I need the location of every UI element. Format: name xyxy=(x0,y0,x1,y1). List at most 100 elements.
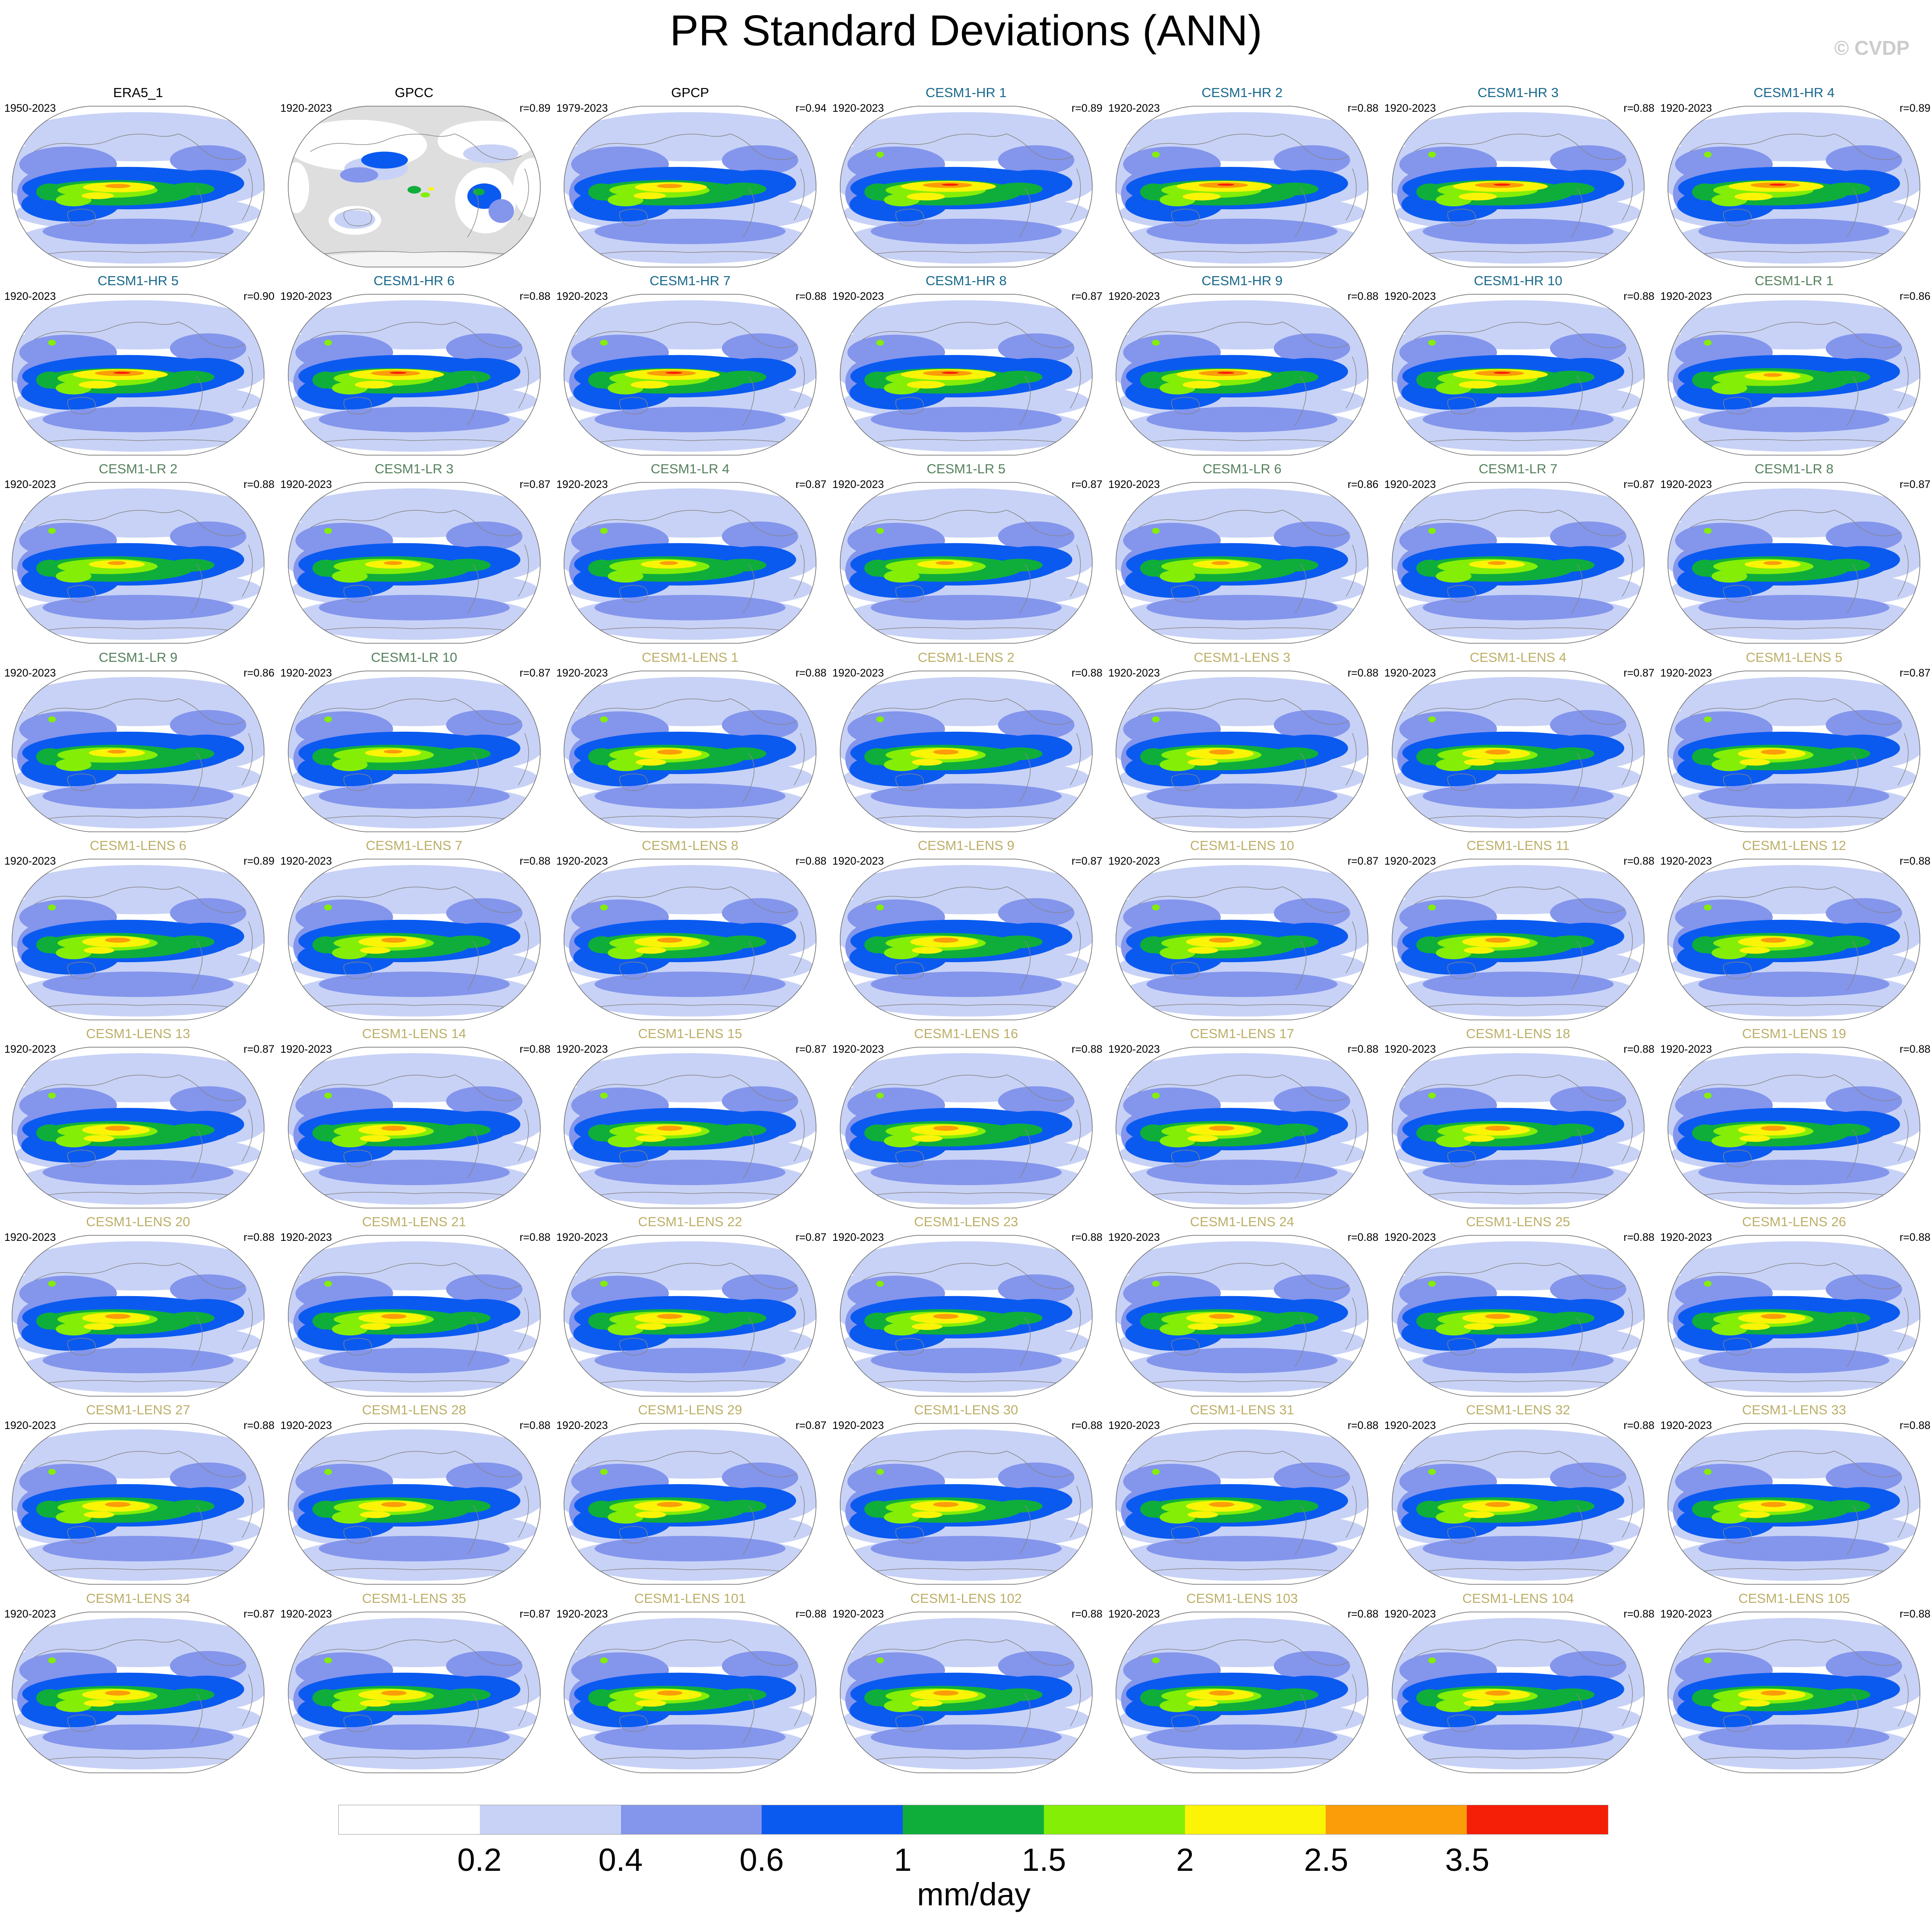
map-panel: CESM1-LR 4 1920-2023 r=0.87 xyxy=(555,461,826,649)
panel-title: CESM1-LENS 102 xyxy=(910,1590,1022,1606)
panel-r-value: r=0.88 xyxy=(795,855,827,867)
panel-title: CESM1-LENS 31 xyxy=(1190,1402,1294,1418)
panel-period: 1920-2023 xyxy=(4,290,56,303)
panel-r-value: r=0.88 xyxy=(1623,1231,1655,1244)
map-panel: CESM1-LENS 21 1920-2023 r=0.88 xyxy=(280,1214,551,1402)
panel-title: CESM1-LENS 24 xyxy=(1190,1214,1294,1230)
panel-r-value: r=0.88 xyxy=(243,1420,274,1432)
panel-title: CESM1-LENS 4 xyxy=(1469,649,1566,665)
world-map xyxy=(287,1423,541,1585)
map-panel: CESM1-LENS 22 1920-2023 r=0.87 xyxy=(555,1214,826,1402)
panel-period: 1920-2023 xyxy=(1384,855,1436,867)
world-map xyxy=(1116,670,1369,832)
panel-title: CESM1-HR 10 xyxy=(1474,273,1563,289)
panel-title: CESM1-LENS 23 xyxy=(914,1214,1018,1230)
panel-period: 1920-2023 xyxy=(1108,667,1160,679)
panel-r-value: r=0.87 xyxy=(795,1420,827,1432)
panel-period: 1920-2023 xyxy=(280,1608,332,1620)
panel-title: CESM1-LENS 101 xyxy=(634,1590,746,1606)
panel-title: CESM1-LENS 32 xyxy=(1466,1402,1570,1418)
panel-title: CESM1-LENS 7 xyxy=(366,837,463,853)
page-title: PR Standard Deviations (ANN) xyxy=(670,6,1262,55)
panel-period: 1920-2023 xyxy=(556,1043,608,1055)
colorbar-tick-label: 0.4 xyxy=(598,1842,643,1878)
panel-r-value: r=0.88 xyxy=(795,667,827,679)
world-map xyxy=(287,859,541,1020)
world-map xyxy=(1116,1235,1369,1397)
panel-period: 1920-2023 xyxy=(1108,102,1160,114)
panel-period: 1920-2023 xyxy=(1384,667,1436,679)
panel-period: 1920-2023 xyxy=(280,855,332,867)
colorbar-tick-label: 1 xyxy=(894,1842,912,1878)
world-map xyxy=(1392,859,1645,1020)
panel-r-value: r=0.86 xyxy=(243,667,274,679)
panel-r-value: r=0.88 xyxy=(1899,1420,1931,1432)
panel-r-value: r=0.88 xyxy=(1347,1608,1379,1620)
map-panel: CESM1-LR 1 1920-2023 r=0.86 xyxy=(1659,273,1930,461)
panel-r-value: r=0.89 xyxy=(243,855,274,867)
panel-r-value: r=0.87 xyxy=(519,478,551,491)
map-panel: CESM1-LENS 29 1920-2023 r=0.87 xyxy=(555,1402,827,1590)
panel-r-value: r=0.88 xyxy=(1623,1608,1655,1620)
panel-r-value: r=0.89 xyxy=(519,102,551,114)
map-panel: CESM1-HR 3 1920-2023 r=0.88 xyxy=(1384,85,1655,273)
panel-r-value: r=0.88 xyxy=(1072,1608,1103,1620)
map-panel: CESM1-LR 10 1920-2023 r=0.87 xyxy=(280,650,551,838)
map-panel: CESM1-LENS 11 1920-2023 r=0.88 xyxy=(1384,838,1655,1026)
world-map xyxy=(12,1612,265,1773)
panel-period: 1920-2023 xyxy=(4,1608,56,1620)
panel-period: 1920-2023 xyxy=(832,1608,884,1620)
world-map xyxy=(12,1423,265,1585)
world-map xyxy=(839,1235,1093,1397)
panel-period: 1920-2023 xyxy=(1108,1043,1160,1055)
map-panel: CESM1-LENS 9 1920-2023 r=0.87 xyxy=(832,838,1103,1026)
map-panel: CESM1-LENS 102 1920-2023 r=0.88 xyxy=(832,1590,1103,1779)
panel-title: CESM1-LENS 26 xyxy=(1742,1214,1847,1230)
world-map xyxy=(287,1047,541,1209)
panel-period: 1920-2023 xyxy=(1384,1231,1436,1244)
panel-r-value: r=0.88 xyxy=(795,1608,827,1620)
panel-r-value: r=0.88 xyxy=(1623,102,1655,114)
panel-title: CESM1-LR 2 xyxy=(98,461,178,477)
panel-r-value: r=0.88 xyxy=(1899,1231,1931,1244)
world-map xyxy=(1116,294,1369,456)
panel-title: CESM1-LENS 15 xyxy=(638,1026,742,1041)
panel-title: CESM1-HR 7 xyxy=(649,273,731,289)
panel-period: 1920-2023 xyxy=(832,1231,884,1244)
panel-r-value: r=0.87 xyxy=(519,1608,551,1620)
panel-title: CESM1-LENS 33 xyxy=(1742,1402,1847,1418)
colorbar-segment xyxy=(762,1805,903,1834)
panel-title: CESM1-LENS 1 xyxy=(642,649,739,665)
panel-title: CESM1-LENS 29 xyxy=(638,1402,742,1418)
map-panel: CESM1-LENS 27 1920-2023 r=0.88 xyxy=(3,1402,274,1590)
panel-r-value: r=0.94 xyxy=(795,102,827,114)
panel-title: CESM1-HR 5 xyxy=(98,273,179,289)
world-map xyxy=(1667,482,1921,644)
map-panel: CESM1-LENS 35 1920-2023 r=0.87 xyxy=(280,1591,551,1779)
map-panel: CESM1-LENS 4 1920-2023 r=0.87 xyxy=(1384,649,1655,838)
world-map xyxy=(287,482,541,644)
map-panel: CESM1-LENS 23 1920-2023 r=0.88 xyxy=(832,1214,1103,1402)
panel-r-value: r=0.88 xyxy=(1072,1231,1103,1244)
panel-period: 1979-2023 xyxy=(556,102,608,114)
panel-r-value: r=0.88 xyxy=(519,1043,551,1055)
map-panel: CESM1-LR 9 1920-2023 r=0.86 xyxy=(3,650,274,838)
colorbar-unit-label: mm/day xyxy=(917,1876,1031,1912)
world-map xyxy=(12,106,265,268)
colorbar-tick-label: 2.5 xyxy=(1304,1842,1349,1878)
panel-r-value: r=0.88 xyxy=(1623,1420,1655,1432)
panel-period: 1920-2023 xyxy=(1384,1043,1436,1055)
map-panel: CESM1-LENS 31 1920-2023 r=0.88 xyxy=(1107,1402,1378,1590)
panel-r-value: r=0.88 xyxy=(243,478,274,491)
colorbar-tick-label: 2 xyxy=(1176,1842,1194,1878)
world-map xyxy=(1667,106,1921,268)
world-map xyxy=(1667,1047,1921,1209)
world-map xyxy=(1116,1047,1369,1209)
map-panel: CESM1-LENS 2 1920-2023 r=0.88 xyxy=(832,650,1103,838)
map-panel: CESM1-LENS 34 1920-2023 r=0.87 xyxy=(3,1591,274,1779)
panel-period: 1920-2023 xyxy=(556,1608,608,1620)
world-map xyxy=(839,1423,1093,1585)
panel-period: 1920-2023 xyxy=(4,478,56,491)
map-panel: CESM1-LENS 13 1920-2023 r=0.87 xyxy=(3,1026,274,1214)
